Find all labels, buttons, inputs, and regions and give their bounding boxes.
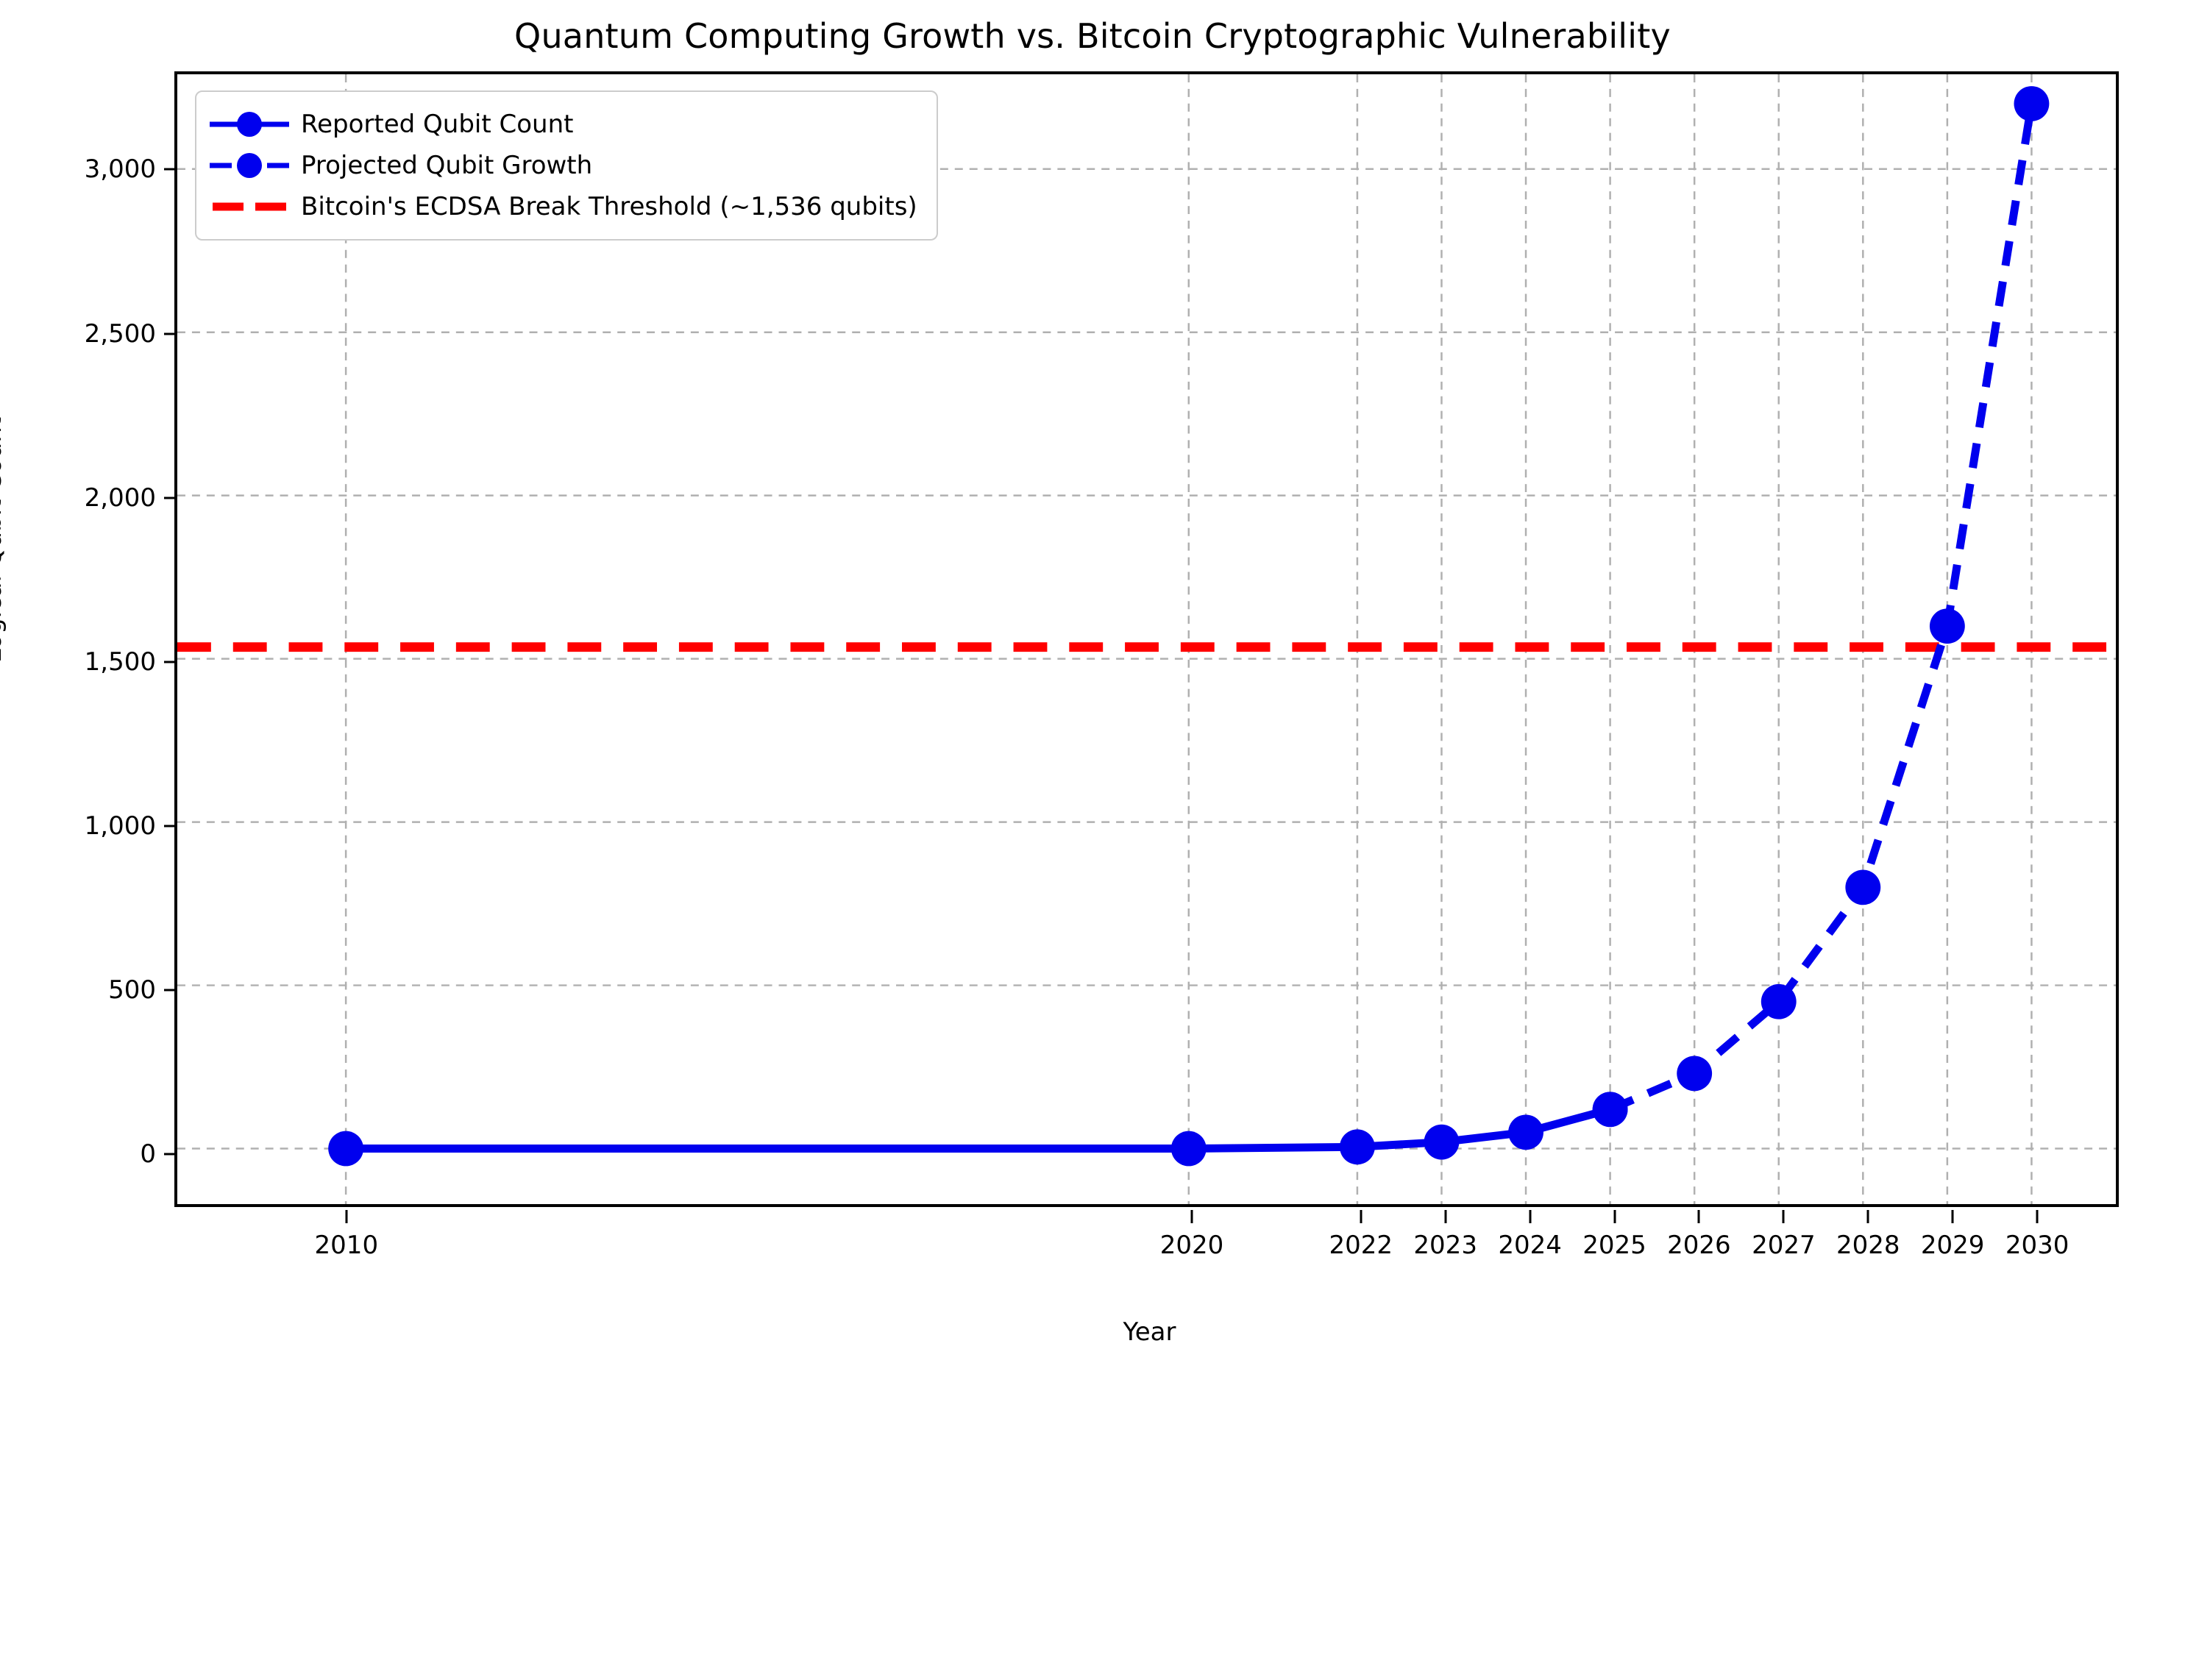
y-tick-label: 3,000 — [84, 154, 156, 185]
x-tick-mark — [1190, 1210, 1193, 1223]
y-tick-mark — [164, 825, 177, 827]
x-tick-label: 2027 — [1752, 1231, 1816, 1260]
y-tick-mark — [164, 1153, 177, 1156]
data-point — [1677, 1056, 1713, 1092]
x-tick-mark — [1782, 1210, 1785, 1223]
legend-label: Projected Qubit Growth — [301, 151, 593, 180]
x-tick-mark — [1866, 1210, 1869, 1223]
y-tick-label: 2,500 — [84, 318, 156, 349]
series-layer — [177, 86, 2116, 1167]
grid-layer — [177, 74, 2116, 1204]
data-point — [1508, 1114, 1543, 1150]
x-tick-mark — [1697, 1210, 1700, 1223]
y-tick-mark — [164, 989, 177, 992]
series-line-1 — [1608, 103, 2036, 1114]
y-tick-label: 1,000 — [84, 811, 156, 841]
x-tick-mark — [1613, 1210, 1616, 1223]
y-tick-label: 1,500 — [84, 647, 156, 677]
plot-inner — [177, 74, 2116, 1204]
x-tick-mark — [345, 1210, 348, 1223]
series-line-0 — [346, 1105, 1612, 1153]
x-tick-mark — [1951, 1210, 1954, 1223]
data-point — [1845, 869, 1881, 905]
legend-item[interactable]: Bitcoin's ECDSA Break Threshold (~1,536 … — [210, 186, 917, 227]
x-tick-label: 2024 — [1498, 1231, 1562, 1260]
x-tick-mark — [1360, 1210, 1362, 1223]
y-tick-mark — [164, 496, 177, 499]
y-tick-mark — [164, 332, 177, 335]
x-tick-label: 2020 — [1159, 1231, 1224, 1260]
x-tick-mark — [1529, 1210, 1532, 1223]
x-tick-label: 2028 — [1836, 1231, 1900, 1260]
data-point — [328, 1131, 364, 1167]
y-tick-label: 0 — [140, 1139, 156, 1170]
data-point — [1761, 983, 1797, 1019]
data-point — [2014, 86, 2050, 121]
data-point — [1592, 1092, 1628, 1128]
y-tick-label: 500 — [108, 975, 156, 1005]
legend-label: Reported Qubit Count — [301, 110, 574, 139]
chart-legend: Reported Qubit Count Projected Qubit Grow… — [195, 90, 938, 241]
legend-swatch-icon — [210, 112, 289, 137]
x-tick-label: 2026 — [1667, 1231, 1731, 1260]
x-tick-label: 2030 — [2005, 1231, 2069, 1260]
legend-label: Bitcoin's ECDSA Break Threshold (~1,536 … — [301, 192, 917, 221]
y-tick-mark — [164, 661, 177, 663]
data-point — [1424, 1124, 1460, 1160]
chart-title: Quantum Computing Growth vs. Bitcoin Cry… — [514, 16, 1671, 56]
legend-item[interactable]: Reported Qubit Count — [210, 104, 917, 145]
x-tick-mark — [1444, 1210, 1447, 1223]
x-tick-label: 2023 — [1413, 1231, 1477, 1260]
data-point — [1170, 1131, 1207, 1167]
x-tick-label: 2025 — [1582, 1231, 1646, 1260]
legend-item[interactable]: Projected Qubit Growth — [210, 145, 917, 186]
legend-swatch-icon — [210, 196, 289, 218]
y-tick-label: 2,000 — [84, 483, 156, 513]
data-point — [1339, 1129, 1375, 1165]
x-axis-label: Year — [1123, 1317, 1176, 1347]
x-tick-label: 2022 — [1329, 1231, 1393, 1260]
x-tick-label: 2010 — [314, 1231, 379, 1260]
x-tick-label: 2029 — [1920, 1231, 1985, 1260]
y-tick-mark — [164, 168, 177, 171]
x-tick-mark — [2036, 1210, 2039, 1223]
chart-figure: Quantum Computing Growth vs. Bitcoin Cry… — [0, 16, 2119, 1347]
data-point — [1929, 608, 1965, 644]
legend-swatch-icon — [210, 153, 289, 178]
plot-area: 0 500 1,000 1,500 2,000 2,500 3,000 2010 2020 20… — [85, 71, 2119, 1347]
